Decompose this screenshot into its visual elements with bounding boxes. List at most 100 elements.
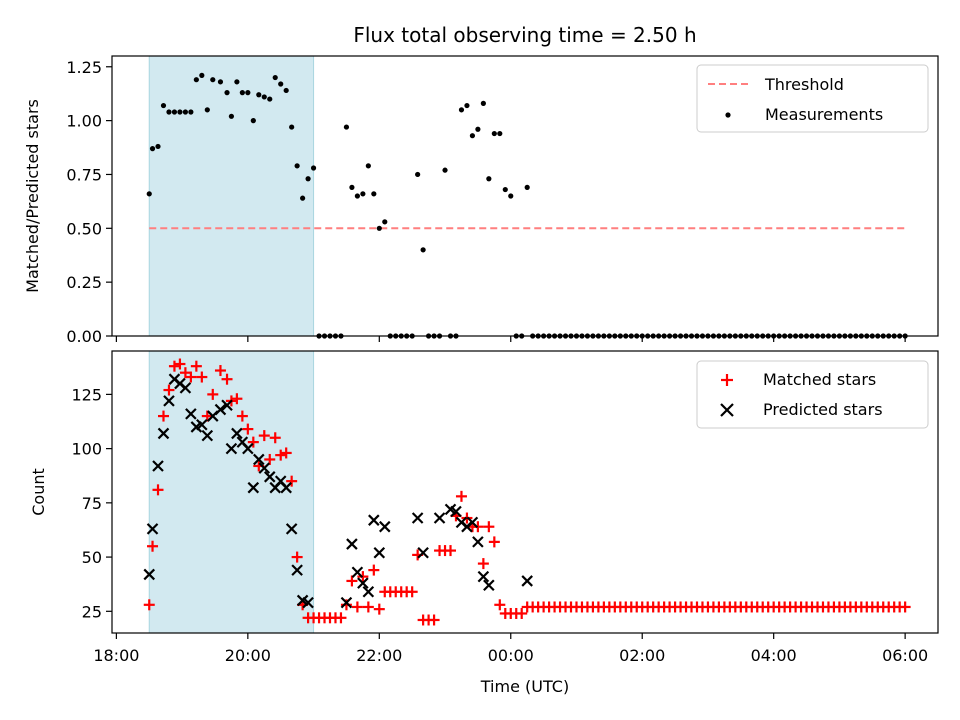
matched-point bbox=[406, 586, 418, 598]
matched-point bbox=[286, 475, 298, 487]
bottom-legend-box bbox=[696, 360, 929, 429]
measurement-point bbox=[193, 77, 199, 83]
matched-point bbox=[157, 410, 169, 422]
x-tick-label: 20:00 bbox=[225, 646, 271, 665]
measurement-point bbox=[146, 191, 152, 197]
predicted-point bbox=[346, 538, 358, 550]
y-tick-label: 1.25 bbox=[66, 58, 102, 77]
top-x-axis bbox=[115, 336, 906, 342]
matched-point bbox=[275, 449, 287, 461]
predicted-point bbox=[225, 442, 238, 455]
measurement-point bbox=[371, 191, 377, 197]
top-panel: 0.00 0.25 0.50 0.75 1.00 1.25 Flux total obse… bbox=[23, 23, 939, 346]
matched-point bbox=[373, 603, 385, 615]
y-tick-label: 100 bbox=[71, 440, 102, 459]
x-axis-label: Time (UTC) bbox=[480, 677, 569, 696]
predicted-point bbox=[368, 514, 380, 526]
predicted-point bbox=[351, 566, 364, 579]
bottom-panel: 25 50 75 100 125 18:00 20:00 22:00 00:00 02:00 04… bbox=[29, 350, 939, 696]
predicted-point bbox=[521, 575, 533, 587]
measurement-point bbox=[239, 90, 245, 96]
top-legend: Threshold Measurements bbox=[696, 64, 929, 133]
matched-point bbox=[163, 384, 175, 396]
measurement-point bbox=[166, 109, 172, 115]
measurement-point bbox=[217, 79, 224, 85]
legend-predicted-label: Predicted stars bbox=[763, 400, 883, 419]
measurement-point bbox=[464, 102, 470, 109]
measurement-point bbox=[469, 133, 476, 139]
measurement-point bbox=[382, 219, 388, 225]
matched-point bbox=[516, 607, 528, 619]
predicted-point bbox=[247, 481, 260, 494]
measurement-point bbox=[310, 165, 317, 171]
matched-point bbox=[351, 601, 363, 613]
predicted-point bbox=[157, 427, 170, 440]
predicted-point bbox=[291, 564, 303, 576]
predicted-point bbox=[163, 395, 175, 407]
measurement-point bbox=[256, 92, 262, 98]
legend-matched-swatch bbox=[721, 374, 733, 386]
measurement-point bbox=[360, 191, 366, 197]
matched-point bbox=[488, 536, 500, 548]
predicted-point bbox=[231, 427, 243, 440]
matched-point bbox=[221, 373, 233, 385]
legend-measurements-swatch bbox=[725, 112, 731, 118]
measurement-point bbox=[177, 109, 183, 115]
matched-point bbox=[899, 601, 911, 613]
measurement-point bbox=[376, 225, 382, 231]
matched-point bbox=[269, 432, 281, 444]
measurement-point bbox=[182, 109, 188, 115]
matched-point bbox=[335, 612, 347, 624]
matched-point bbox=[258, 430, 270, 442]
chart-title: Flux total observing time = 2.50 h bbox=[353, 23, 696, 47]
predicted-point bbox=[373, 546, 386, 559]
measurement-point bbox=[300, 195, 306, 201]
predicted-point bbox=[221, 399, 233, 412]
predicted-point bbox=[357, 577, 369, 589]
measurement-point bbox=[305, 176, 311, 182]
matched-point bbox=[280, 447, 292, 459]
matched-point bbox=[455, 490, 467, 502]
matched-point bbox=[143, 599, 155, 611]
predicted-stars-series bbox=[143, 373, 533, 609]
measurement-point bbox=[420, 247, 426, 253]
y-tick-label: 0.75 bbox=[66, 165, 102, 184]
x-tick-label: 02:00 bbox=[619, 646, 665, 665]
matched-point bbox=[168, 360, 180, 372]
y-tick-label: 25 bbox=[82, 602, 102, 621]
predicted-point bbox=[280, 481, 292, 494]
measurement-point bbox=[442, 167, 448, 173]
measurement-point bbox=[204, 107, 210, 113]
measurement-point bbox=[267, 96, 273, 102]
measurement-point bbox=[224, 90, 230, 96]
measurement-point bbox=[149, 146, 156, 152]
x-tick-label: 18:00 bbox=[93, 646, 139, 665]
predicted-point bbox=[340, 596, 353, 609]
top-y-axis: 0.00 0.25 0.50 0.75 1.00 1.25 bbox=[66, 58, 112, 346]
measurement-point bbox=[250, 118, 256, 124]
measurement-point bbox=[155, 143, 161, 150]
measurement-point bbox=[272, 74, 278, 81]
matched-point bbox=[264, 453, 276, 465]
predicted-point bbox=[477, 570, 490, 583]
predicted-point bbox=[185, 408, 197, 420]
top-y-axis-label: Matched/Predicted stars bbox=[23, 99, 42, 293]
measurement-point bbox=[475, 126, 481, 132]
predicted-point bbox=[362, 586, 375, 598]
measurement-point bbox=[188, 109, 194, 115]
measurement-point bbox=[458, 107, 465, 113]
measurement-point bbox=[508, 193, 514, 199]
y-tick-label: 0.00 bbox=[66, 327, 102, 346]
bottom-axes-frame bbox=[111, 350, 939, 634]
x-tick-label: 04:00 bbox=[751, 646, 797, 665]
y-tick-label: 1.00 bbox=[66, 112, 102, 131]
shaded-interval-top bbox=[148, 55, 315, 337]
measurement-point bbox=[199, 72, 205, 78]
top-axes-frame bbox=[111, 55, 939, 337]
predicted-point bbox=[285, 523, 298, 535]
legend-measurements-label: Measurements bbox=[765, 105, 883, 124]
legend-predicted-swatch bbox=[720, 403, 734, 417]
matched-point bbox=[494, 599, 506, 611]
measurement-point bbox=[245, 90, 251, 96]
matched-point bbox=[231, 393, 243, 405]
